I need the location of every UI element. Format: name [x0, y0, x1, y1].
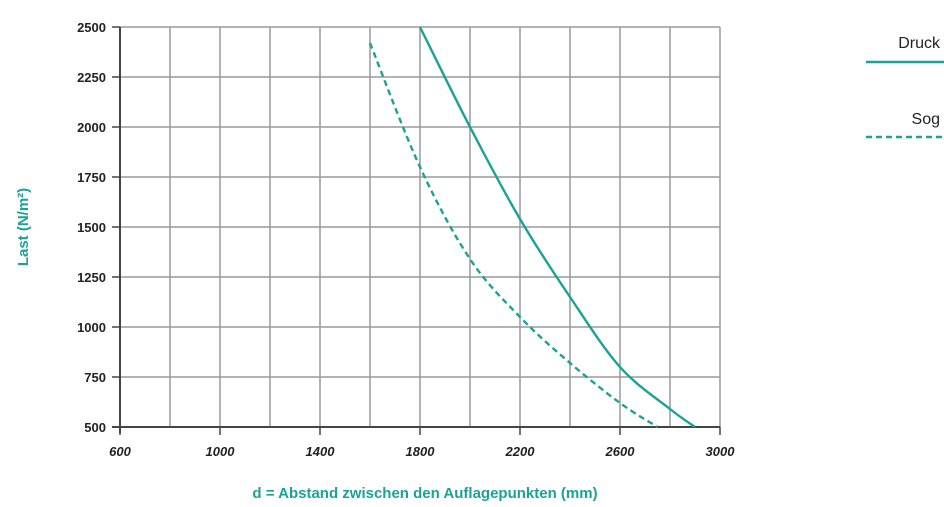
x-tick-label: 1800 [406, 444, 436, 459]
y-tick-label: 1250 [77, 270, 106, 285]
y-tick-label: 2000 [77, 120, 106, 135]
x-tick-label: 600 [109, 444, 131, 459]
x-tick-label: 1000 [206, 444, 236, 459]
y-axis-title: Last (N/m²) [15, 188, 32, 266]
grid [119, 26, 721, 428]
x-tick-label: 2600 [605, 444, 636, 459]
series-line-druck [418, 26, 696, 428]
y-tick-label: 1500 [77, 220, 106, 235]
x-axis-title: d = Abstand zwischen den Auflagepunkten … [252, 485, 597, 502]
y-tick-label: 750 [84, 370, 106, 385]
axes [112, 27, 720, 433]
y-tick-label: 1750 [77, 170, 106, 185]
x-tick-label: 2200 [505, 444, 536, 459]
series-lines [368, 26, 696, 429]
y-tick-label: 500 [84, 420, 106, 435]
y-tick-label: 1000 [77, 320, 106, 335]
y-tick-label: 2250 [77, 70, 106, 85]
series-line-sog [368, 42, 659, 429]
x-tick-label: 1400 [306, 444, 336, 459]
legend-label-sog: Sog [912, 111, 940, 128]
y-tick-label: 2500 [77, 20, 106, 35]
legend-label-druck: Druck [898, 35, 941, 52]
tick-labels: 500 750 1000 1250 1500 1750 2000 2250 2500 600 100… [77, 20, 735, 459]
x-tick-label: 3000 [706, 444, 736, 459]
legend: Druck Sog [866, 35, 944, 139]
